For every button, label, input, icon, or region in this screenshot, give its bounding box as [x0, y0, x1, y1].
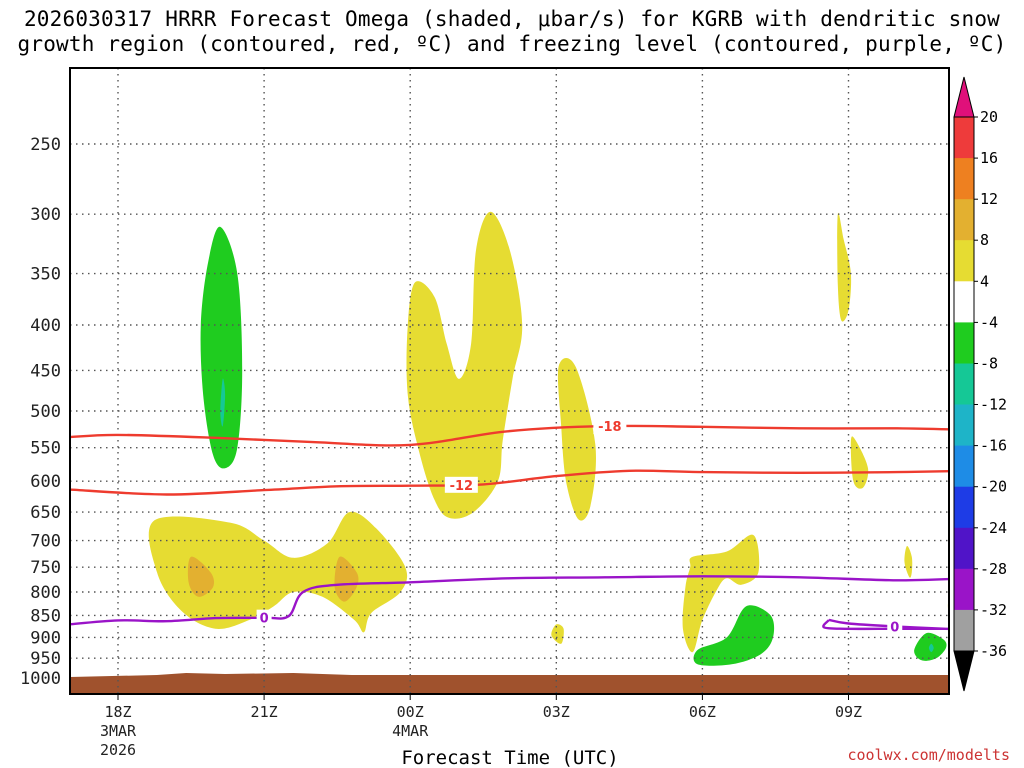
colorbar-label-13: -36: [980, 642, 1007, 660]
y-tick-label-500: 500: [30, 402, 61, 422]
ground-terrain: [70, 673, 949, 694]
y-tick-label-250: 250: [30, 135, 61, 155]
colorbar-bin-6: [954, 363, 974, 406]
x-tick-year-18Z: 2026: [100, 741, 136, 759]
colorbar-bin-11: [954, 568, 974, 611]
colorbar-bin-12: [954, 609, 974, 652]
omega-region-15: [220, 378, 226, 427]
omega-region-3: [682, 534, 760, 653]
colorbar-label-12: -32: [980, 601, 1007, 619]
plot-frame: [69, 67, 950, 695]
colorbar-label-9: -20: [980, 478, 1007, 496]
colorbar-label-0: 20: [980, 108, 998, 126]
x-tick-label-03Z: 03Z: [543, 703, 570, 721]
colorbar-under-arrow: [953, 650, 975, 692]
contour-label-0: -18: [598, 420, 622, 435]
omega-region-1: [148, 511, 408, 633]
colorbar-label-2: 12: [980, 190, 998, 208]
colorbar-bin-4: [954, 281, 974, 323]
grid-lines: [70, 68, 949, 694]
omega-shading: [148, 211, 949, 666]
y-axis: 2503003504004505005506006507007508008509…: [20, 135, 61, 689]
colorbar-label-3: 8: [980, 231, 989, 249]
contour-label-bg-0: [593, 418, 627, 435]
omega-region-16: [928, 643, 934, 653]
y-tick-label-900: 900: [30, 628, 61, 648]
y-tick-label-550: 550: [30, 439, 61, 459]
colorbar-bin-5: [954, 322, 974, 364]
x-axis-label: Forecast Time (UTC): [401, 747, 618, 768]
y-tick-label-350: 350: [30, 265, 61, 285]
y-tick-label-800: 800: [30, 583, 61, 603]
colorbar-label-10: -24: [980, 519, 1007, 537]
contour-label-3: 0: [890, 620, 899, 635]
chart-title-line2: growth region (contoured, red, ºC) and f…: [17, 32, 1007, 56]
contour-label-bg-2: [256, 609, 272, 626]
terrain-layer: [70, 673, 949, 694]
omega-region-4: [850, 436, 869, 489]
contour-label-bg-3: [887, 618, 903, 635]
contour--18-0: [70, 424, 949, 447]
y-tick-label-600: 600: [30, 472, 61, 492]
colorbar-bin-3: [954, 240, 974, 282]
contour-label-1: -12: [450, 479, 474, 494]
x-tick-label-21Z: 21Z: [251, 703, 278, 721]
colorbar-label-11: -28: [980, 560, 1007, 578]
x-tick-label-09Z: 09Z: [835, 703, 862, 721]
y-tick-label-850: 850: [30, 606, 61, 626]
omega-region-2: [557, 357, 596, 521]
colorbar-bin-9: [954, 486, 974, 529]
contour-0-3: [822, 618, 949, 631]
y-tick-label-450: 450: [30, 361, 61, 381]
colorbar: 20 16 12 8 4 -4 -8 -12 -16 -20 -24 -28 -32 -36: [953, 76, 1007, 692]
y-tick-label-950: 950: [30, 649, 61, 669]
omega-region-6: [551, 624, 564, 644]
y-tick-label-300: 300: [30, 205, 61, 225]
x-tick-date-18Z: 3MAR: [100, 722, 137, 740]
colorbar-bin-0: [954, 117, 974, 159]
colorbar-bin-1: [954, 158, 974, 200]
omega-region-11: [200, 226, 243, 469]
chart-title-line1: 2026030317 HRRR Forecast Omega (shaded, …: [23, 7, 1001, 31]
colorbar-label-6: -8: [980, 355, 998, 373]
omega-region-5: [837, 212, 852, 322]
contour-0-2: [70, 575, 949, 626]
colorbar-label-7: -12: [980, 396, 1007, 414]
x-tick-label-06Z: 06Z: [689, 703, 716, 721]
colorbar-bin-10: [954, 527, 974, 570]
omega-region-7: [904, 546, 913, 578]
contour-lines: -18 -12 0 0: [70, 418, 949, 635]
contour--12-1: [70, 469, 949, 496]
colorbar-bin-2: [954, 199, 974, 241]
omega-region-12: [693, 605, 775, 666]
credit-link[interactable]: coolwx.com/modelts: [847, 746, 1010, 764]
colorbar-label-8: -16: [980, 437, 1007, 455]
contour-label-2: 0: [260, 612, 269, 627]
y-tick-label-1000: 1000: [20, 669, 61, 689]
colorbar-bin-7: [954, 404, 974, 447]
y-tick-label-650: 650: [30, 503, 61, 523]
colorbar-label-4: 4: [980, 272, 989, 290]
y-tick-label-700: 700: [30, 532, 61, 552]
colorbar-label-5: -4: [980, 313, 998, 331]
contour-label-bg-1: [444, 476, 478, 493]
y-tick-label-400: 400: [30, 316, 61, 336]
colorbar-over-arrow: [953, 76, 975, 118]
y-tick-label-750: 750: [30, 558, 61, 578]
colorbar-bin-8: [954, 445, 974, 488]
x-tick-label-18Z: 18Z: [104, 703, 131, 721]
x-tick-label-00Z: 00Z: [397, 703, 424, 721]
chart-title: 2026030317 HRRR Forecast Omega (shaded, …: [0, 7, 1024, 57]
omega-region-9: [187, 556, 215, 597]
x-tick-date-00Z: 4MAR: [392, 722, 429, 740]
colorbar-label-1: 16: [980, 149, 998, 167]
